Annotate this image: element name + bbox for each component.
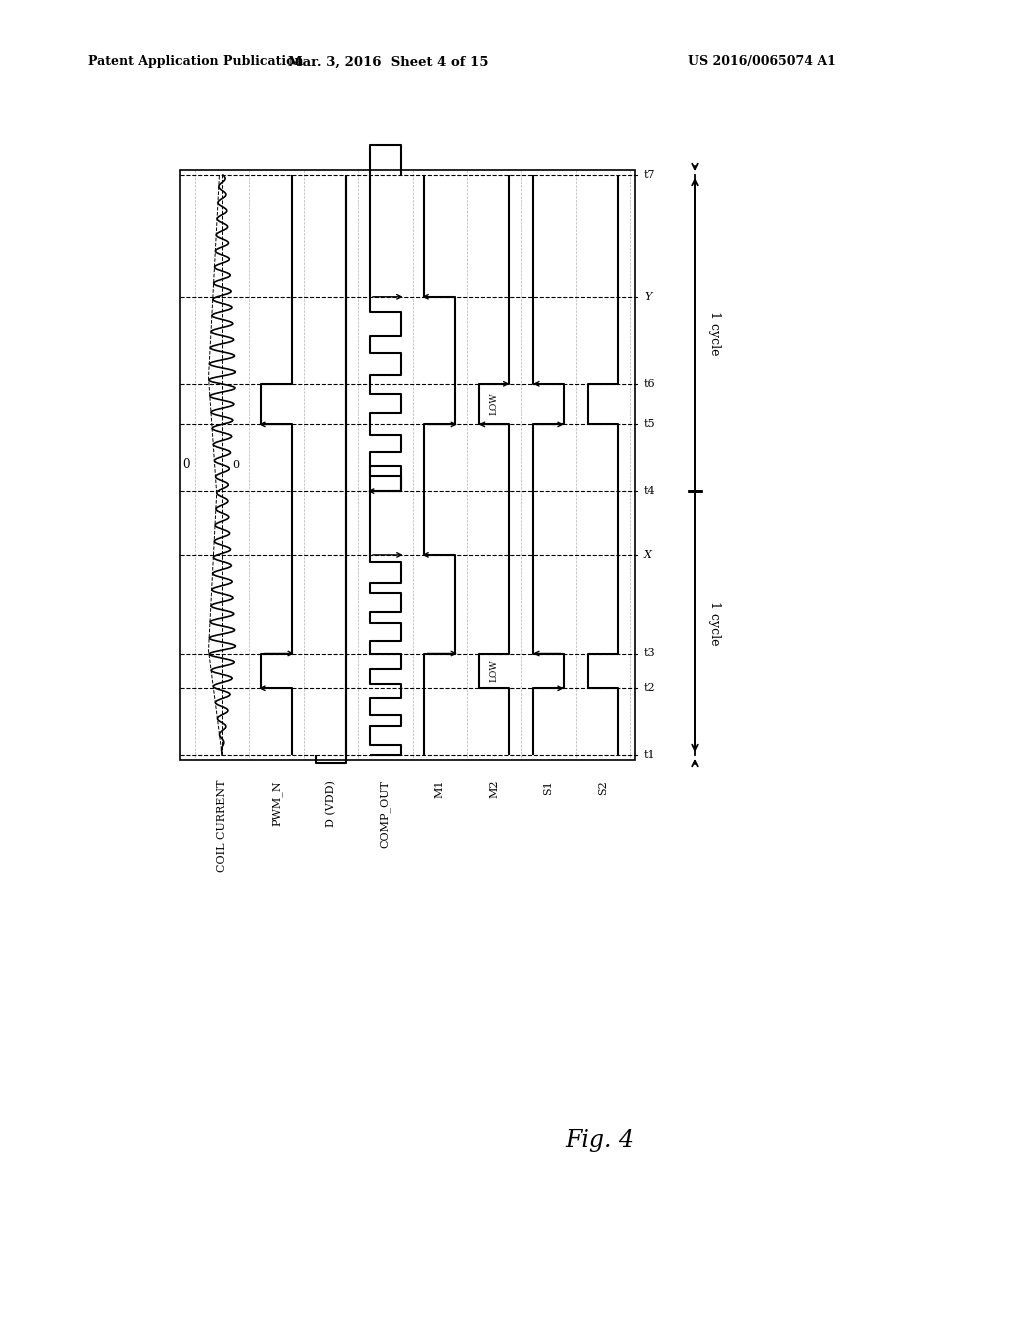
Text: Mar. 3, 2016  Sheet 4 of 15: Mar. 3, 2016 Sheet 4 of 15 [288,55,488,69]
Text: COMP_OUT: COMP_OUT [380,780,391,847]
Text: LOW: LOW [489,393,499,416]
Text: t1: t1 [644,750,655,760]
Text: US 2016/0065074 A1: US 2016/0065074 A1 [688,55,836,69]
Text: t7: t7 [644,170,655,180]
Text: D (VDD): D (VDD) [326,780,336,826]
Text: 0: 0 [182,458,190,471]
Text: Y: Y [644,292,651,302]
Text: COIL CURRENT: COIL CURRENT [217,780,227,873]
Text: 0: 0 [232,459,240,470]
Text: M1: M1 [434,780,444,799]
Text: t2: t2 [644,684,655,693]
Text: M2: M2 [489,780,499,799]
Text: 1 cycle: 1 cycle [709,310,722,355]
Text: Patent Application Publication: Patent Application Publication [88,55,303,69]
Text: t4: t4 [644,486,655,496]
Text: 1 cycle: 1 cycle [709,601,722,645]
Text: LOW: LOW [489,660,499,682]
Text: Fig. 4: Fig. 4 [565,1129,635,1151]
Bar [180,170,635,760]
Text: X: X [644,550,652,560]
Text: S1: S1 [544,780,553,795]
Text: t3: t3 [644,648,655,659]
Text: S2: S2 [598,780,608,795]
Text: t6: t6 [644,379,655,389]
Text: PWM_N: PWM_N [271,780,282,825]
Text: t5: t5 [644,420,655,429]
